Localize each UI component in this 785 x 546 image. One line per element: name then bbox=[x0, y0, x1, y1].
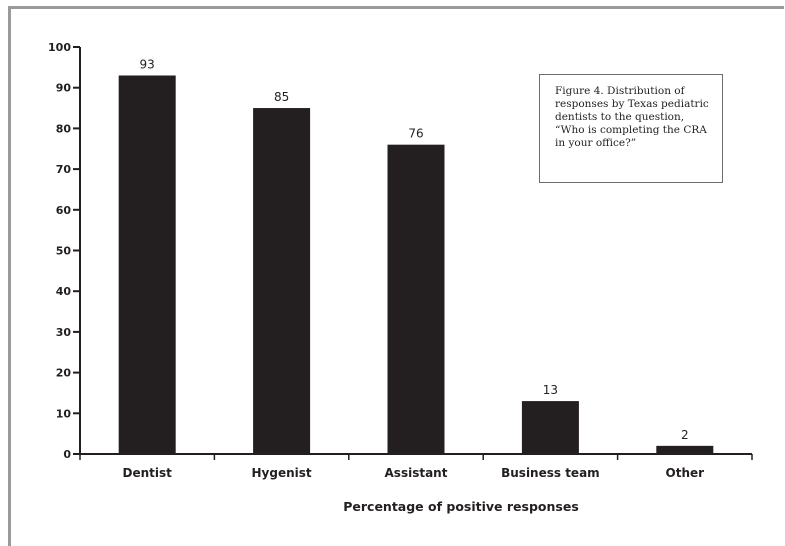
bar-chart: 0 10 20 30 40 50 60 70 80 90 100 93 Dentist 85 Hygeni… bbox=[48, 41, 753, 514]
data-label: 13 bbox=[543, 383, 558, 397]
y-tick-label: 10 bbox=[56, 407, 72, 420]
x-axis-title: Percentage of positive responses bbox=[343, 499, 579, 514]
bar bbox=[387, 144, 445, 454]
chart-bars bbox=[118, 75, 714, 455]
data-label: 2 bbox=[681, 428, 689, 442]
bar bbox=[253, 108, 311, 455]
data-label: 93 bbox=[140, 57, 155, 71]
data-label: 85 bbox=[274, 90, 289, 104]
data-label: 76 bbox=[408, 127, 423, 141]
y-tick-label: 90 bbox=[56, 82, 72, 95]
y-tick-label: 0 bbox=[63, 448, 71, 461]
y-tick-label: 70 bbox=[56, 163, 72, 176]
chart-labels: 93 Dentist 85 Hygenist 76 Assistant 13 Business… bbox=[123, 57, 705, 480]
bar bbox=[521, 401, 579, 454]
category-label: Hygenist bbox=[252, 466, 312, 480]
bar bbox=[656, 445, 714, 454]
figure-caption: Figure 4. Distribution of responses by T… bbox=[539, 74, 723, 183]
y-tick-label: 60 bbox=[56, 204, 72, 217]
y-tick-label: 50 bbox=[56, 245, 72, 258]
category-label: Other bbox=[666, 466, 705, 480]
category-label: Assistant bbox=[385, 466, 448, 480]
y-tick-label: 30 bbox=[56, 326, 72, 339]
y-tick-label: 40 bbox=[56, 285, 72, 298]
y-tick-label: 80 bbox=[56, 122, 72, 135]
bar bbox=[118, 75, 176, 455]
y-tick-label: 100 bbox=[48, 41, 71, 54]
category-label: Business team bbox=[501, 466, 600, 480]
y-tick-label: 20 bbox=[56, 367, 72, 380]
figure-frame bbox=[8, 6, 784, 546]
category-label: Dentist bbox=[123, 466, 173, 480]
